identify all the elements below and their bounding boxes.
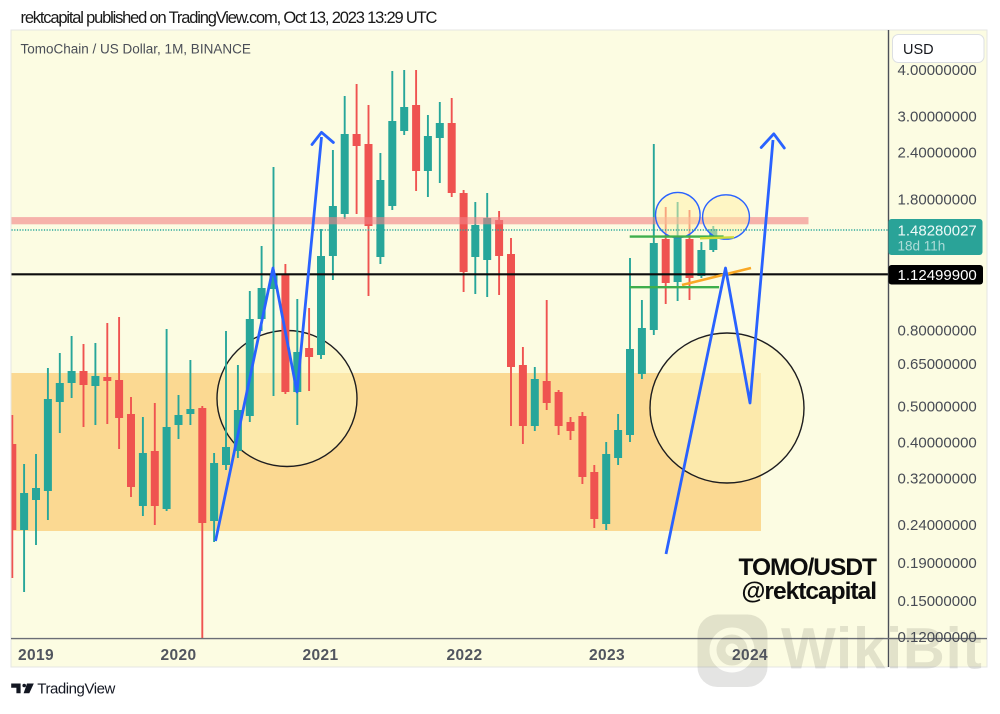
- svg-text:TomoChain / US Dollar, 1M, BIN: TomoChain / US Dollar, 1M, BINANCE: [21, 42, 251, 57]
- svg-text:2023: 2023: [589, 647, 625, 664]
- svg-text:0.65000000: 0.65000000: [898, 356, 977, 373]
- svg-text:3.00000000: 3.00000000: [898, 109, 977, 126]
- svg-text:2020: 2020: [160, 647, 196, 664]
- svg-text:1.12499900: 1.12499900: [898, 267, 977, 284]
- svg-text:0.19000000: 0.19000000: [898, 555, 977, 572]
- svg-text:@rektcapital: @rektcapital: [742, 578, 877, 605]
- svg-text:2019: 2019: [18, 647, 54, 664]
- svg-text:0.40000000: 0.40000000: [898, 435, 977, 452]
- svg-text:0.80000000: 0.80000000: [898, 322, 977, 339]
- svg-text:rektcapital published on Tradi: rektcapital published on TradingView.com…: [21, 9, 438, 27]
- svg-text:TradingView: TradingView: [37, 680, 115, 697]
- svg-text:0.50000000: 0.50000000: [898, 398, 977, 415]
- svg-text:WikiBit: WikiBit: [781, 617, 983, 682]
- svg-text:TOMO/USDT: TOMO/USDT: [738, 554, 877, 581]
- svg-text:18d 11h: 18d 11h: [898, 239, 946, 254]
- svg-text:2021: 2021: [302, 647, 338, 664]
- svg-text:2.40000000: 2.40000000: [898, 145, 977, 162]
- svg-text:1.80000000: 1.80000000: [898, 191, 977, 208]
- svg-text:2022: 2022: [446, 647, 482, 664]
- svg-text:0.15000000: 0.15000000: [898, 593, 977, 610]
- svg-text:0.24000000: 0.24000000: [898, 517, 977, 534]
- svg-text:0.32000000: 0.32000000: [898, 471, 977, 488]
- svg-text:4.00000000: 4.00000000: [898, 62, 977, 79]
- svg-text:USD: USD: [903, 42, 934, 58]
- svg-text:0.12000000: 0.12000000: [898, 629, 977, 646]
- svg-text:1.48280027: 1.48280027: [898, 223, 977, 240]
- svg-text:2024: 2024: [732, 647, 768, 664]
